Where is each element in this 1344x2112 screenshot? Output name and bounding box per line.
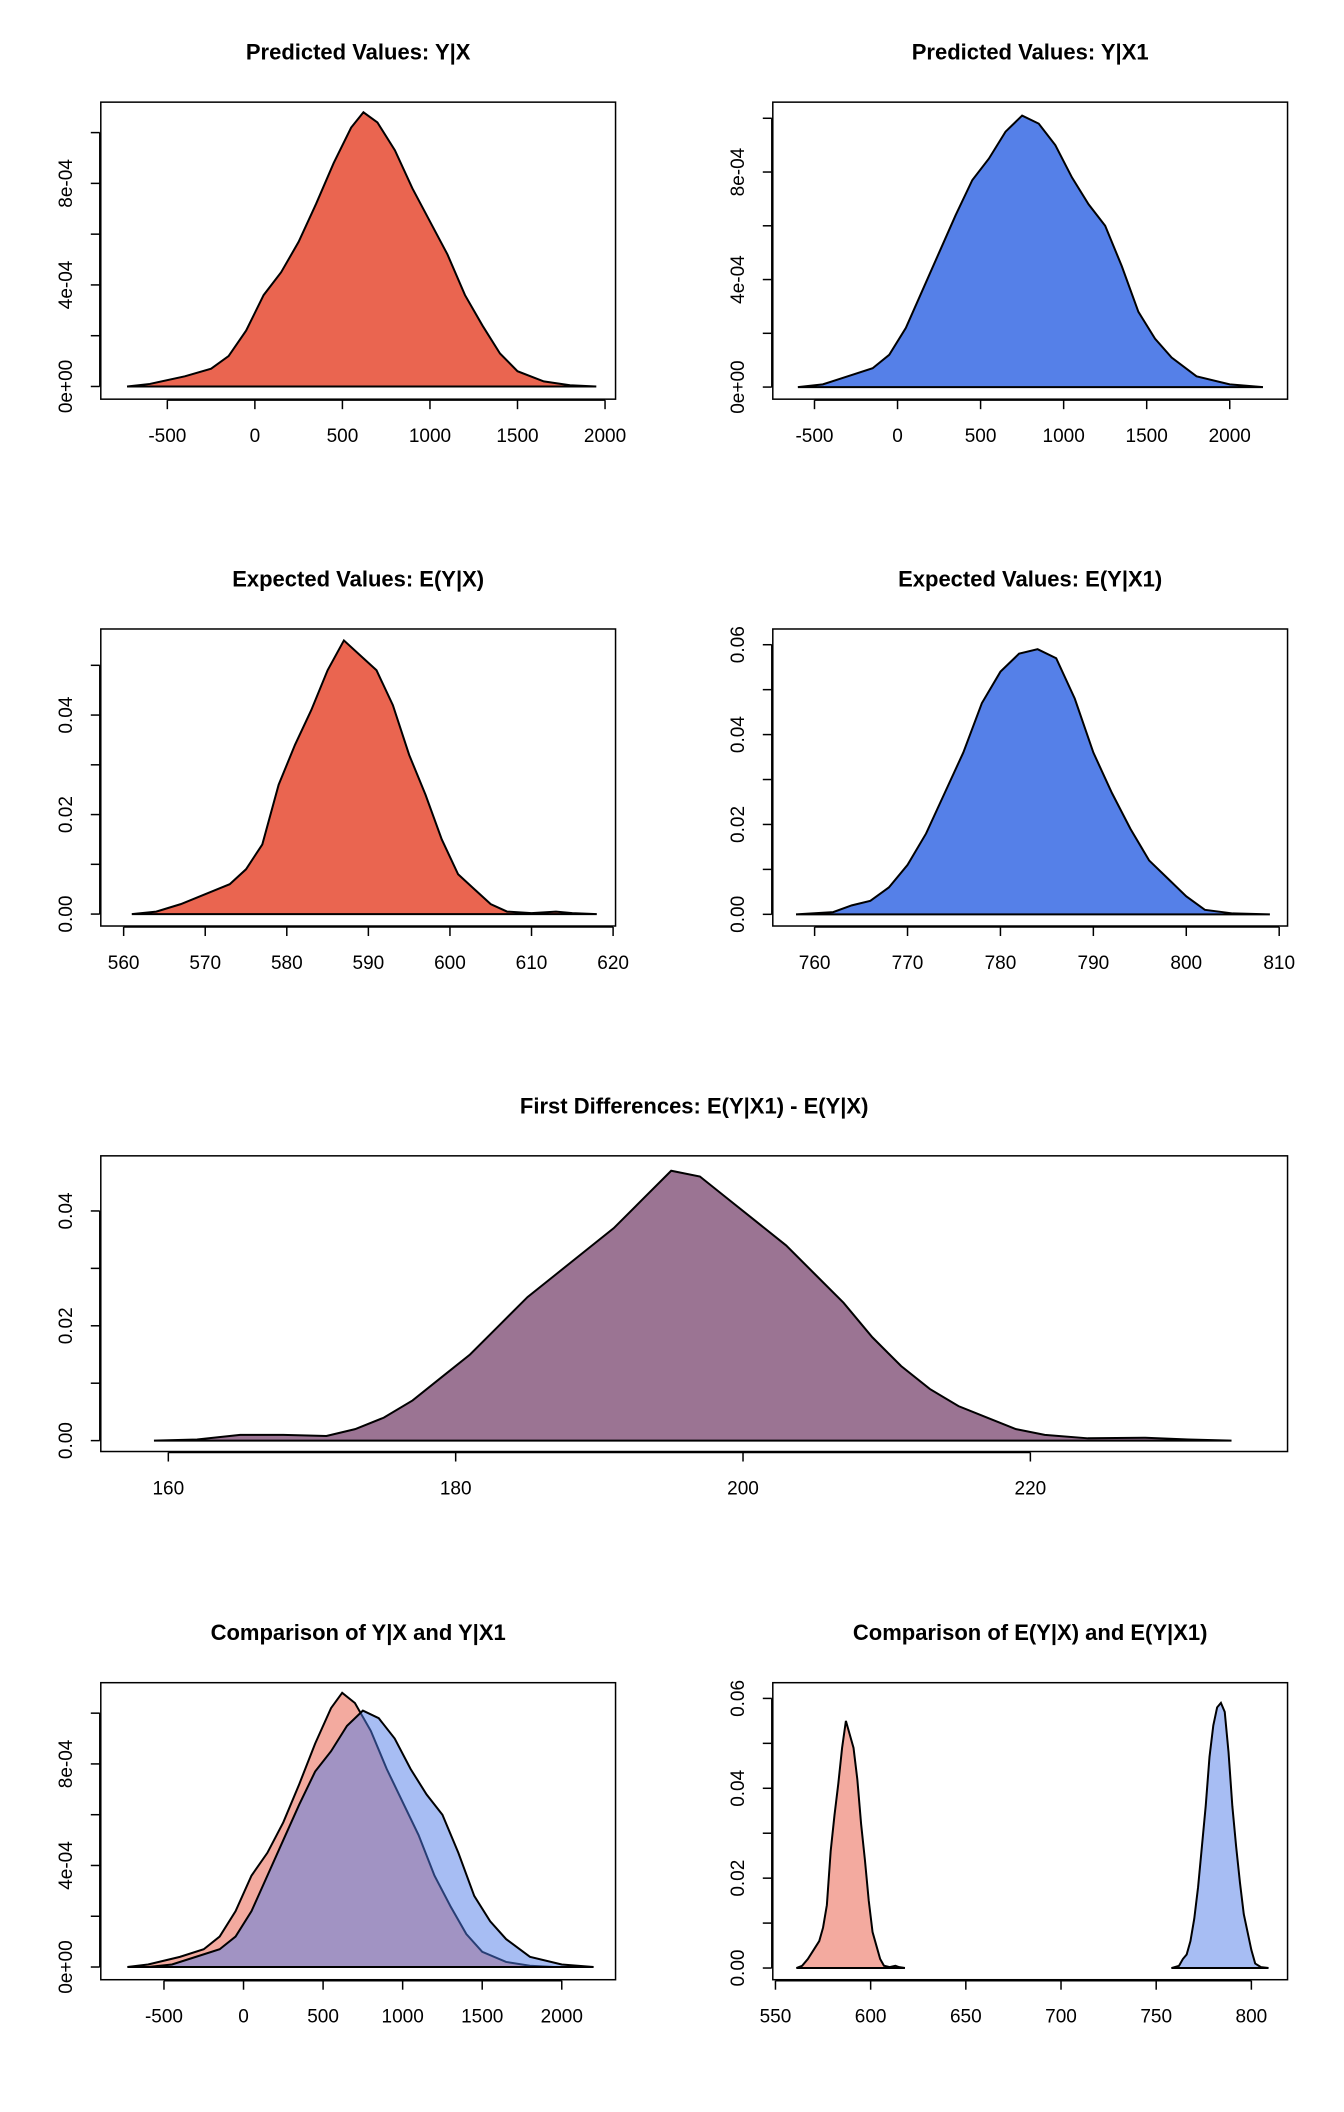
plot-frame — [772, 628, 1289, 927]
x-tick-label: 600 — [855, 2007, 887, 2028]
plot-frame — [100, 1681, 617, 1981]
x-tick-label: 700 — [1045, 2007, 1077, 2028]
density-area — [126, 110, 597, 388]
density-area — [795, 648, 1270, 916]
x-tick-label: 750 — [1140, 2007, 1172, 2028]
x-tick-label: 650 — [950, 2007, 982, 2028]
y-tick-label: 0.02 — [728, 1860, 749, 1897]
plot-frame — [100, 101, 617, 400]
x-tick-label: 0 — [250, 426, 261, 447]
x-tick-label: 1500 — [1126, 426, 1168, 447]
x-tick-label: 500 — [327, 426, 359, 447]
y-tick-label: 4e-04 — [56, 260, 77, 309]
x-tick-label: 780 — [985, 953, 1017, 974]
x-tick-label: 620 — [597, 953, 629, 974]
y-tick-label: 4e-04 — [56, 1841, 77, 1890]
y-tick-label: 0e+00 — [56, 360, 77, 413]
density-area — [797, 114, 1264, 389]
x-tick-label: 1500 — [496, 426, 538, 447]
y-tick-label: 0.02 — [728, 806, 749, 843]
x-tick-label: 0 — [892, 426, 903, 447]
x-tick-label: 770 — [892, 953, 924, 974]
x-tick-label: 760 — [799, 953, 831, 974]
y-tick-label: 0.06 — [728, 626, 749, 663]
x-tick-label: 810 — [1263, 953, 1295, 974]
x-tick-label: 160 — [152, 1479, 184, 1500]
y-tick-label: 8e-04 — [56, 1739, 77, 1788]
x-tick-label: 2000 — [1209, 426, 1251, 447]
x-tick-label: -500 — [795, 426, 833, 447]
y-tick-label: 0.00 — [728, 896, 749, 933]
y-tick-label: 0.04 — [728, 1769, 749, 1806]
x-tick-label: 1000 — [409, 426, 451, 447]
x-tick-label: -500 — [148, 426, 186, 447]
x-tick-label: 500 — [965, 426, 997, 447]
y-tick-label: 4e-04 — [728, 255, 749, 304]
x-tick-label: 550 — [760, 2007, 792, 2028]
chart-title: Predicted Values: Y|X — [246, 40, 471, 65]
plot-frame — [100, 1155, 1289, 1453]
x-tick-label: 1500 — [461, 2007, 503, 2028]
density-area — [153, 1169, 1232, 1442]
x-tick-label: 200 — [727, 1479, 759, 1500]
chart-title: Comparison of Y|X and Y|X1 — [211, 1620, 506, 1645]
y-tick-label: 0e+00 — [728, 360, 749, 413]
x-tick-label: 600 — [434, 953, 466, 974]
x-tick-label: 180 — [440, 1479, 472, 1500]
x-tick-label: 590 — [353, 953, 385, 974]
y-tick-label: 0.00 — [56, 1422, 77, 1459]
y-tick-label: 0.04 — [56, 1192, 77, 1229]
chart-title: Comparison of E(Y|X) and E(Y|X1) — [853, 1620, 1208, 1645]
density-area — [147, 1709, 594, 1969]
plot-frame — [772, 101, 1289, 400]
y-tick-label: 0e+00 — [56, 1940, 77, 1993]
density-area — [131, 638, 597, 916]
chart-title: Expected Values: E(Y|X1) — [898, 566, 1162, 591]
y-tick-label: 0.04 — [728, 716, 749, 753]
x-tick-label: 1000 — [382, 2007, 424, 2028]
x-tick-label: 570 — [189, 953, 221, 974]
density-area — [1171, 1701, 1269, 1970]
chart-title: First Differences: E(Y|X1) - E(Y|X) — [520, 1093, 869, 1118]
x-tick-label: 610 — [516, 953, 548, 974]
y-tick-label: 0.04 — [56, 696, 77, 733]
x-tick-label: 560 — [108, 953, 140, 974]
y-tick-label: 0.02 — [56, 796, 77, 833]
y-tick-label: 0.02 — [56, 1307, 77, 1344]
x-tick-label: 500 — [307, 2007, 339, 2028]
x-tick-label: 800 — [1170, 953, 1202, 974]
x-tick-label: 1000 — [1043, 426, 1085, 447]
y-tick-label: 0.00 — [728, 1950, 749, 1987]
y-tick-label: 0.00 — [56, 896, 77, 933]
y-tick-label: 0.06 — [728, 1680, 749, 1717]
plot-frame — [772, 1681, 1289, 1981]
chart-title: Expected Values: E(Y|X) — [232, 566, 484, 591]
x-tick-label: 790 — [1078, 953, 1110, 974]
x-tick-label: -500 — [145, 2007, 183, 2028]
chart-title: Predicted Values: Y|X1 — [912, 40, 1149, 65]
x-tick-label: 580 — [271, 953, 303, 974]
x-tick-label: 800 — [1236, 2007, 1268, 2028]
y-tick-label: 8e-04 — [56, 159, 77, 208]
y-tick-label: 8e-04 — [728, 147, 749, 196]
x-tick-label: 2000 — [541, 2007, 583, 2028]
x-tick-label: 2000 — [584, 426, 626, 447]
density-area — [796, 1720, 906, 1970]
x-tick-label: 220 — [1015, 1479, 1047, 1500]
x-tick-label: 0 — [238, 2007, 249, 2028]
plot-frame — [100, 628, 617, 927]
